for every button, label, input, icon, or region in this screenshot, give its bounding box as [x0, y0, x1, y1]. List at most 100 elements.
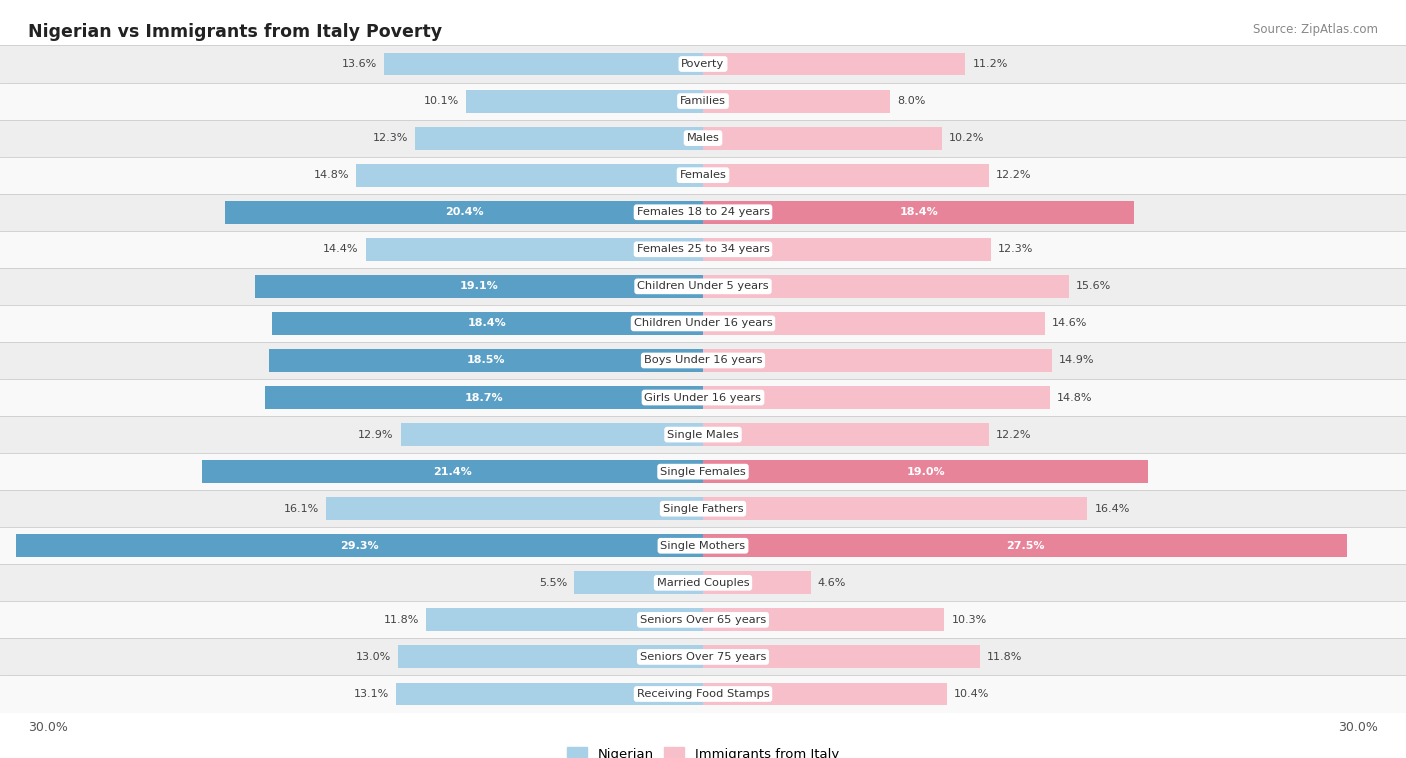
Bar [574, 572, 703, 594]
Text: 11.8%: 11.8% [384, 615, 419, 625]
Bar [415, 127, 703, 149]
Bar [0, 120, 1406, 157]
Bar [703, 312, 1045, 335]
Bar [401, 423, 703, 446]
Text: 4.6%: 4.6% [818, 578, 846, 587]
Bar [703, 682, 946, 706]
Bar [0, 83, 1406, 120]
Text: 10.1%: 10.1% [425, 96, 460, 106]
Text: Single Fathers: Single Fathers [662, 504, 744, 514]
Text: 20.4%: 20.4% [444, 207, 484, 218]
Bar [703, 52, 966, 76]
Text: 16.4%: 16.4% [1094, 504, 1129, 514]
Bar [426, 609, 703, 631]
Bar [467, 89, 703, 112]
Bar [0, 268, 1406, 305]
Text: 14.6%: 14.6% [1052, 318, 1087, 328]
Bar [703, 609, 945, 631]
Text: 12.3%: 12.3% [998, 244, 1033, 254]
Bar [703, 275, 1069, 298]
Text: Children Under 16 years: Children Under 16 years [634, 318, 772, 328]
Bar [703, 646, 980, 669]
Bar [0, 601, 1406, 638]
Bar [225, 201, 703, 224]
Bar [0, 638, 1406, 675]
Text: 11.2%: 11.2% [973, 59, 1008, 69]
Text: 12.3%: 12.3% [373, 133, 408, 143]
Text: 27.5%: 27.5% [1005, 540, 1045, 551]
Text: Poverty: Poverty [682, 59, 724, 69]
Text: 10.3%: 10.3% [952, 615, 987, 625]
Bar [264, 386, 703, 409]
Text: 11.8%: 11.8% [987, 652, 1022, 662]
Bar [326, 497, 703, 520]
Bar [201, 460, 703, 483]
Bar [271, 312, 703, 335]
Text: Receiving Food Stamps: Receiving Food Stamps [637, 689, 769, 699]
Text: Families: Families [681, 96, 725, 106]
Bar [356, 164, 703, 186]
Text: 21.4%: 21.4% [433, 467, 471, 477]
Bar [384, 52, 703, 76]
Text: Single Females: Single Females [661, 467, 745, 477]
Bar [703, 89, 890, 112]
Bar [703, 534, 1347, 557]
Bar [256, 275, 703, 298]
Text: 14.8%: 14.8% [1057, 393, 1092, 402]
Bar [0, 528, 1406, 564]
Bar [0, 342, 1406, 379]
Bar [0, 564, 1406, 601]
Text: 19.0%: 19.0% [907, 467, 945, 477]
Bar [703, 349, 1052, 372]
Bar [703, 497, 1087, 520]
Text: 30.0%: 30.0% [28, 721, 67, 735]
Text: Single Mothers: Single Mothers [661, 540, 745, 551]
Text: Seniors Over 75 years: Seniors Over 75 years [640, 652, 766, 662]
Bar [703, 201, 1135, 224]
Bar [0, 490, 1406, 528]
Text: 14.4%: 14.4% [323, 244, 359, 254]
Text: 12.2%: 12.2% [995, 430, 1032, 440]
Text: 10.2%: 10.2% [949, 133, 984, 143]
Bar [0, 230, 1406, 268]
Text: 12.2%: 12.2% [995, 171, 1032, 180]
Text: Source: ZipAtlas.com: Source: ZipAtlas.com [1253, 23, 1378, 36]
Text: 5.5%: 5.5% [538, 578, 567, 587]
Text: Seniors Over 65 years: Seniors Over 65 years [640, 615, 766, 625]
Bar [0, 416, 1406, 453]
Bar [0, 305, 1406, 342]
Bar [398, 646, 703, 669]
Text: 14.9%: 14.9% [1059, 356, 1095, 365]
Text: Females: Females [679, 171, 727, 180]
Bar [366, 238, 703, 261]
Text: Nigerian vs Immigrants from Italy Poverty: Nigerian vs Immigrants from Italy Povert… [28, 23, 443, 41]
Bar [0, 453, 1406, 490]
Text: Males: Males [686, 133, 720, 143]
Text: 13.1%: 13.1% [354, 689, 389, 699]
Text: 10.4%: 10.4% [953, 689, 988, 699]
Bar [703, 460, 1149, 483]
Bar [0, 675, 1406, 713]
Text: Single Males: Single Males [666, 430, 740, 440]
Bar [703, 127, 942, 149]
Text: 15.6%: 15.6% [1076, 281, 1111, 291]
Text: 13.0%: 13.0% [356, 652, 391, 662]
Text: 18.7%: 18.7% [464, 393, 503, 402]
Text: Girls Under 16 years: Girls Under 16 years [644, 393, 762, 402]
Text: 29.3%: 29.3% [340, 540, 380, 551]
Text: Married Couples: Married Couples [657, 578, 749, 587]
Text: 18.4%: 18.4% [900, 207, 938, 218]
Text: Boys Under 16 years: Boys Under 16 years [644, 356, 762, 365]
Text: 16.1%: 16.1% [284, 504, 319, 514]
Bar [703, 238, 991, 261]
Text: 18.5%: 18.5% [467, 356, 506, 365]
Bar [0, 194, 1406, 230]
Text: 30.0%: 30.0% [1339, 721, 1378, 735]
Bar [17, 534, 703, 557]
Bar [0, 45, 1406, 83]
Text: Females 18 to 24 years: Females 18 to 24 years [637, 207, 769, 218]
Bar [0, 379, 1406, 416]
Bar [703, 572, 811, 594]
Text: 8.0%: 8.0% [897, 96, 927, 106]
Bar [396, 682, 703, 706]
